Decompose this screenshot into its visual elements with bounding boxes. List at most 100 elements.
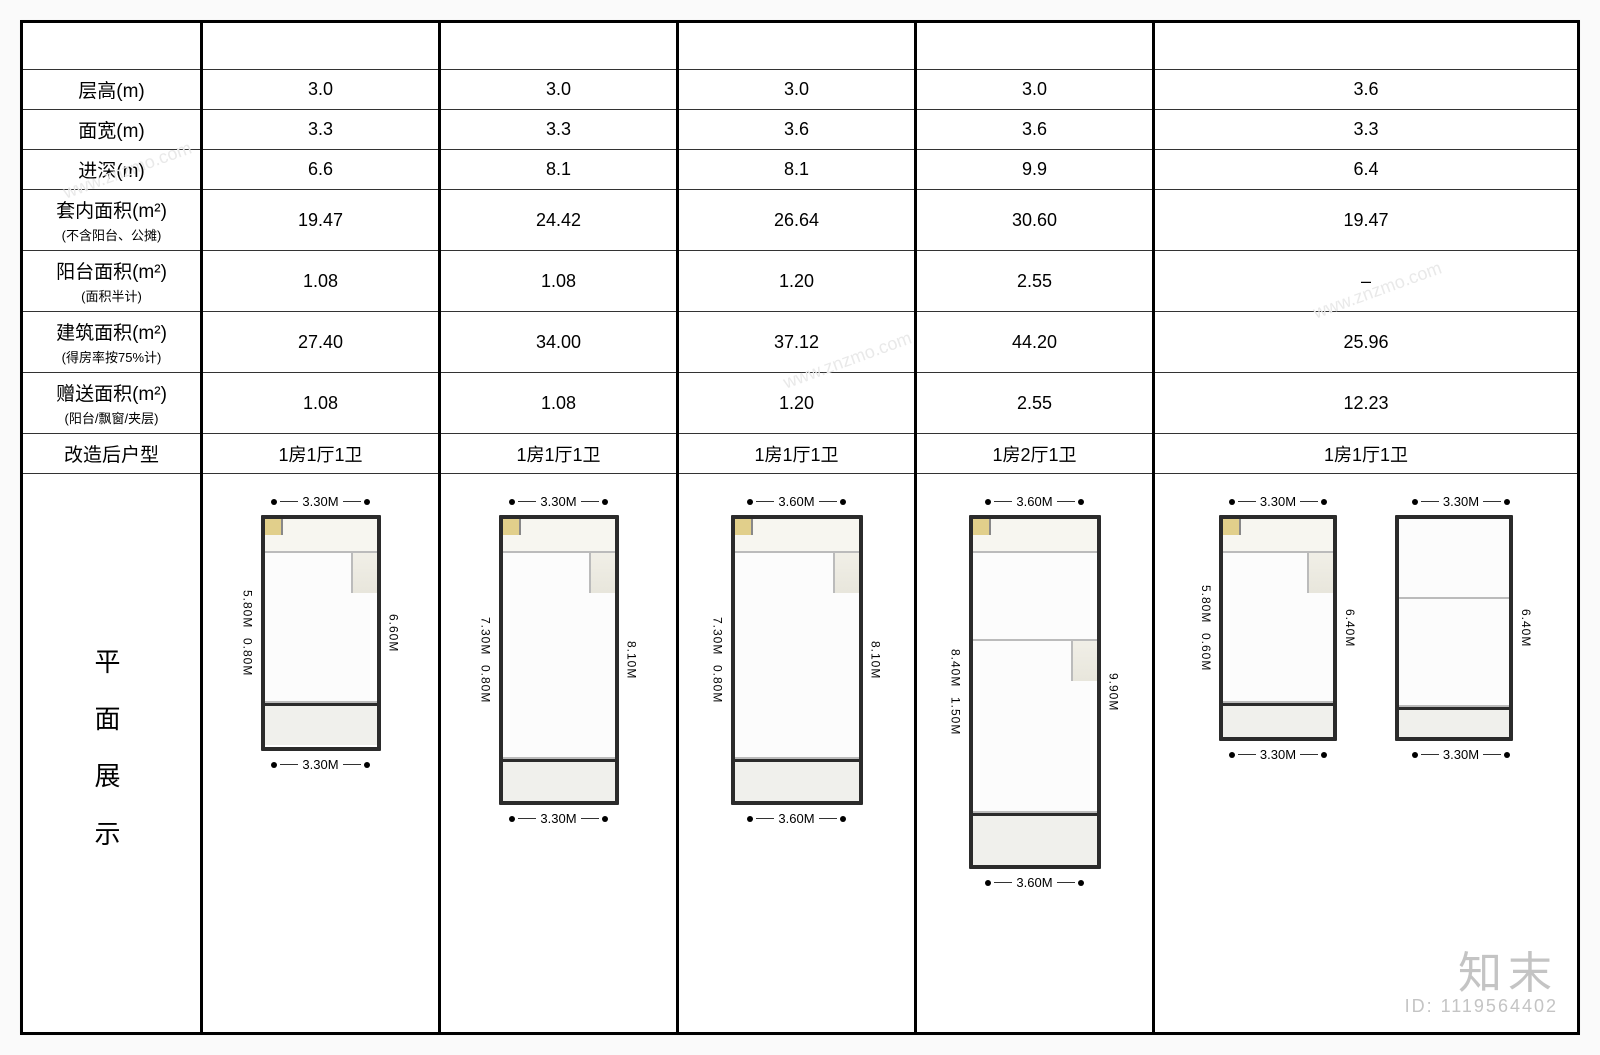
plan-row: 平面展示3.30M5.80M0.80M6.60M3.30M3.30M7.30M0… bbox=[22, 474, 1579, 1034]
dim-right-value: 8.10M bbox=[869, 641, 883, 679]
dim-top: 3.60M bbox=[982, 494, 1086, 509]
floorplan-box bbox=[1395, 515, 1513, 741]
row-label-sub: (阳台/飘窗/夹层) bbox=[27, 408, 196, 427]
table-row: 建筑面积(m²)(得房率按75%计)27.4034.0037.1244.2025… bbox=[22, 312, 1579, 373]
cell-value: 3.3 bbox=[1353, 119, 1378, 139]
table-row: 赠送面积(m²)(阳台/飘窗/夹层)1.081.081.202.5512.23 bbox=[22, 373, 1579, 434]
cell-value: 3.6 bbox=[1022, 119, 1047, 139]
kitchen-strip-icon bbox=[351, 553, 377, 593]
cell-value: 1.20 bbox=[779, 271, 814, 291]
cell-value: 8.1 bbox=[546, 159, 571, 179]
dim-right-value: 6.40M bbox=[1343, 609, 1357, 647]
data-cell: 2.55 bbox=[916, 251, 1154, 312]
row-label-sub: (得房率按75%计) bbox=[27, 347, 196, 366]
data-cell: 3.3 bbox=[440, 110, 678, 150]
data-cell: 1.08 bbox=[202, 373, 440, 434]
cell-value: 3.3 bbox=[546, 119, 571, 139]
floorplan-section bbox=[1399, 707, 1509, 737]
cell-value: 37.12 bbox=[774, 332, 819, 352]
data-cell: 19.47 bbox=[202, 190, 440, 251]
cell-value: 1房1厅1卫 bbox=[278, 445, 362, 465]
data-cell: 26.64 bbox=[678, 190, 916, 251]
cell-value: 1房1厅1卫 bbox=[1324, 445, 1408, 465]
floorplan-section bbox=[973, 553, 1097, 641]
cell-value: 1.08 bbox=[541, 393, 576, 413]
row-label-main: 赠送面积(m²) bbox=[56, 384, 167, 405]
dim-top: 3.60M bbox=[744, 494, 848, 509]
cell-value: 1.08 bbox=[541, 271, 576, 291]
table-row: 阳台面积(m²)(面积半计)1.081.081.202.55– bbox=[22, 251, 1579, 312]
cell-value: 6.6 bbox=[308, 159, 333, 179]
floorplan-section bbox=[1223, 703, 1333, 737]
kitchen-strip-icon bbox=[1071, 641, 1097, 681]
data-cell: 9.9 bbox=[916, 150, 1154, 190]
dim-left: 8.40M1.50M bbox=[945, 515, 969, 869]
data-cell: 1房1厅1卫 bbox=[1154, 434, 1579, 474]
data-cell: 19.47 bbox=[1154, 190, 1579, 251]
plan-label-char: 面 bbox=[23, 691, 200, 748]
cell-value: 3.0 bbox=[308, 79, 333, 99]
data-cell: – bbox=[1154, 251, 1579, 312]
floorplan-box bbox=[499, 515, 619, 805]
dim-left-segment: 7.30M bbox=[711, 617, 725, 655]
cell-value: 24.42 bbox=[536, 210, 581, 230]
cell-value: 26.64 bbox=[774, 210, 819, 230]
cell-value: 1.08 bbox=[303, 393, 338, 413]
floorplan: 3.30M5.80M0.80M6.60M3.30M bbox=[209, 494, 432, 772]
floorplan-box bbox=[731, 515, 863, 805]
floorplan-section bbox=[973, 641, 1097, 813]
dim-left-segment: 1.50M bbox=[949, 697, 963, 735]
data-cell: 24.42 bbox=[440, 190, 678, 251]
floorplan: 3.30M6.40M3.30M bbox=[1385, 494, 1537, 762]
table-row: 进深(m)6.68.18.19.96.4 bbox=[22, 150, 1579, 190]
spec-table: 层高(m)3.03.03.03.03.6面宽(m)3.33.33.63.63.3… bbox=[20, 20, 1580, 1035]
cell-value: 2.55 bbox=[1017, 393, 1052, 413]
row-label: 进深(m) bbox=[22, 150, 202, 190]
row-label-main: 层高(m) bbox=[78, 81, 144, 102]
table-row: 套内面积(m²)(不含阳台、公摊)19.4724.4226.6430.6019.… bbox=[22, 190, 1579, 251]
row-label-main: 套内面积(m²) bbox=[56, 201, 167, 222]
header-cell bbox=[678, 22, 916, 70]
data-cell: 44.20 bbox=[916, 312, 1154, 373]
dim-right: 9.90M bbox=[1101, 515, 1125, 869]
cell-value: 6.4 bbox=[1353, 159, 1378, 179]
dim-left: 5.80M0.80M bbox=[237, 515, 261, 751]
dim-right: 6.60M bbox=[381, 515, 405, 751]
dim-left-segment: 0.80M bbox=[479, 665, 493, 703]
row-label-main: 建筑面积(m²) bbox=[56, 323, 167, 344]
row-label: 赠送面积(m²) (阳台/飘窗/夹层) bbox=[22, 373, 202, 434]
floorplan: 3.30M5.80M0.60M6.40M3.30M bbox=[1195, 494, 1361, 762]
table-row: 改造后户型1房1厅1卫1房1厅1卫1房1厅1卫1房2厅1卫1房1厅1卫 bbox=[22, 434, 1579, 474]
floorplan-section bbox=[735, 759, 859, 801]
data-cell: 1.08 bbox=[440, 373, 678, 434]
floorplan-body: 7.30M0.80M8.10M bbox=[475, 515, 643, 805]
floorplan: 3.30M7.30M0.80M8.10M3.30M bbox=[447, 494, 670, 826]
dim-bottom: 3.30M bbox=[268, 757, 372, 772]
dim-left-segment: 0.80M bbox=[711, 665, 725, 703]
header-cell bbox=[440, 22, 678, 70]
row-label: 阳台面积(m²)(面积半计) bbox=[22, 251, 202, 312]
floorplan: 3.60M 8.40M1.50M 9.90M 3.60M bbox=[923, 494, 1146, 890]
data-cell: 6.4 bbox=[1154, 150, 1579, 190]
row-label: 套内面积(m²)(不含阳台、公摊) bbox=[22, 190, 202, 251]
floorplan-section bbox=[503, 519, 615, 553]
header-cell bbox=[916, 22, 1154, 70]
data-cell: 6.6 bbox=[202, 150, 440, 190]
row-label-main: 进深(m) bbox=[78, 161, 144, 182]
data-cell: 1.20 bbox=[678, 373, 916, 434]
floorplan-section bbox=[503, 553, 615, 759]
corner-icon bbox=[973, 519, 991, 535]
cell-value: 44.20 bbox=[1012, 332, 1057, 352]
cell-value: 3.0 bbox=[546, 79, 571, 99]
dim-left-segment: 5.80M bbox=[241, 590, 255, 628]
floorplan-box bbox=[261, 515, 381, 751]
dim-left: 7.30M 0.80M bbox=[475, 515, 499, 805]
dim-left-segment: 7.30M bbox=[479, 617, 493, 655]
cell-value: 3.6 bbox=[784, 119, 809, 139]
cell-value: 25.96 bbox=[1343, 332, 1388, 352]
floorplan-section bbox=[973, 813, 1097, 865]
dim-bottom: 3.60M bbox=[982, 875, 1086, 890]
data-cell: 1房1厅1卫 bbox=[202, 434, 440, 474]
dim-top: 3.30M bbox=[1409, 494, 1513, 509]
plan-cell: 3.30M5.80M0.80M6.60M3.30M bbox=[202, 474, 440, 1034]
